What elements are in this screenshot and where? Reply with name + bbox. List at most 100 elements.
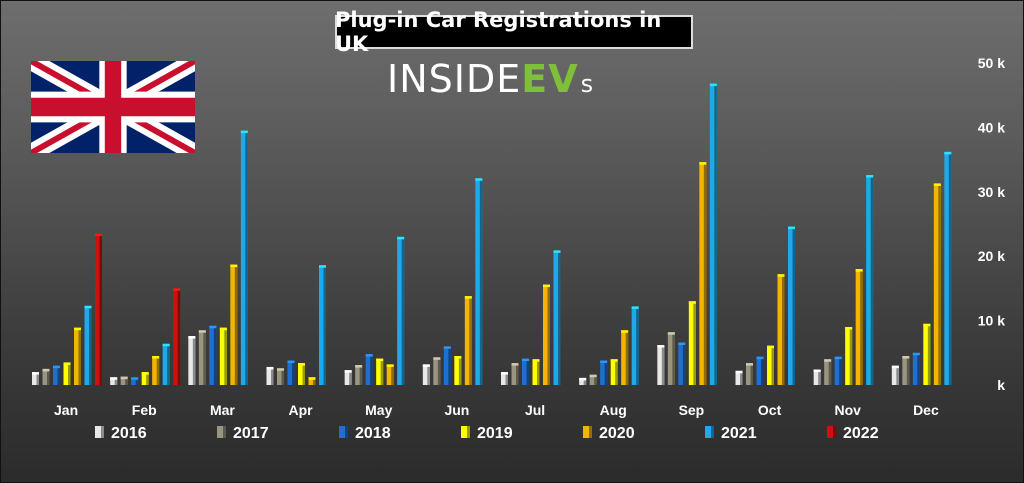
bar-2020-Oct <box>777 274 785 385</box>
bar-2021-Apr <box>319 265 326 385</box>
bar-2019-Dec <box>923 323 931 385</box>
bar-2018-Dec <box>912 352 920 385</box>
bar-shade-2017-Jun <box>437 357 441 385</box>
bar-cap-2018-Oct <box>756 356 764 360</box>
bar-cap-2021-Jan <box>84 305 92 309</box>
bar-shade-2018-Jun <box>448 346 451 385</box>
legend-swatch-2021 <box>705 426 714 438</box>
bar-2016-Jan <box>32 372 39 385</box>
bar-2018-May <box>365 354 373 385</box>
bar-shade-2020-Feb <box>156 356 160 385</box>
bar-shade-2019-Jan <box>68 362 71 385</box>
bar-2016-May <box>344 370 352 385</box>
bar-shade-2016-Sep <box>661 345 665 385</box>
bar-2017-Mar <box>198 330 206 385</box>
bar-cap-2022-Jan <box>95 233 102 237</box>
bar-shade-2017-Oct <box>750 363 753 385</box>
bar-cap-2016-Nov <box>813 369 821 373</box>
bar-2017-Sep <box>667 332 675 385</box>
legend-label-2020: 2020 <box>599 425 635 442</box>
bar-shade-2019-Nov <box>849 327 853 385</box>
bar-2016-Aug <box>579 377 587 385</box>
bar-2019-Nov <box>845 327 853 385</box>
bar-2021-May <box>397 236 405 385</box>
bar-2021-Sep <box>709 83 717 385</box>
bar-cap-2019-Mar <box>219 327 227 331</box>
bar-shade-2020-Apr <box>313 377 316 385</box>
bar-2021-Aug <box>631 306 639 385</box>
x-tick-label: Jan <box>54 402 78 418</box>
bar-shade-2018-Dec <box>917 352 920 385</box>
legend-swatch-2019 <box>461 426 470 438</box>
bar-cap-2019-Aug <box>610 359 618 362</box>
bar-2016-Oct <box>735 370 743 385</box>
bar-shade-2019-Feb <box>146 372 149 385</box>
bar-cap-2020-Apr <box>308 377 316 380</box>
bar-2016-Mar <box>188 336 196 385</box>
bar-cap-2017-Jan <box>42 368 50 372</box>
bar-cap-2018-Dec <box>912 352 920 356</box>
bar-shade-2017-Jul <box>516 363 519 385</box>
bar-cap-2020-Feb <box>152 356 160 359</box>
bar-cap-2016-Aug <box>579 377 587 381</box>
bar-cap-2017-Dec <box>902 356 910 359</box>
bar-shade-2020-Jun <box>469 296 472 385</box>
x-tick-label: Feb <box>132 402 157 418</box>
bar-2021-Jun <box>475 178 483 385</box>
bar-cap-2021-May <box>397 236 405 240</box>
bar-shade-2017-Jan <box>47 368 50 385</box>
bar-shade-2021-Jan <box>89 305 92 385</box>
bar-cap-2021-Oct <box>788 226 795 230</box>
bar-cap-2016-Apr <box>266 366 274 370</box>
bar-2019-Feb <box>141 372 149 385</box>
bar-shade-2018-Apr <box>292 360 295 385</box>
bars-group <box>32 83 952 385</box>
bar-cap-2017-Sep <box>667 332 675 335</box>
bar-2017-Apr <box>277 368 284 385</box>
x-tick-label: Jul <box>525 402 545 418</box>
bar-2020-May <box>386 364 394 385</box>
bar-cap-2018-Feb <box>131 377 139 380</box>
bar-shade-2016-Jul <box>505 372 508 385</box>
bar-2020-Sep <box>699 162 707 385</box>
x-tick-label: Nov <box>835 402 862 418</box>
bar-cap-2016-Jun <box>422 364 430 367</box>
bar-cap-2019-Oct <box>767 345 774 349</box>
legend-swatch-shade-2022 <box>833 426 836 438</box>
bar-shade-2018-Jan <box>57 365 60 385</box>
bar-2020-Dec <box>933 183 941 385</box>
x-tick-label: Dec <box>913 402 939 418</box>
legend-swatch-shade-2017 <box>223 426 226 438</box>
bar-2019-Aug <box>610 359 618 385</box>
bar-shade-2016-May <box>349 370 352 385</box>
bar-2019-Jul <box>532 359 540 385</box>
bar-2017-Jul <box>511 363 519 385</box>
bar-2022-Feb <box>173 288 181 385</box>
bar-shade-2018-Sep <box>682 342 686 385</box>
bar-shade-2020-Mar <box>234 264 238 385</box>
bar-shade-2017-Sep <box>672 332 675 385</box>
bar-2018-Mar <box>209 325 217 385</box>
legend-label-2019: 2019 <box>477 425 513 442</box>
bar-shade-2017-Feb <box>125 376 128 385</box>
bar-cap-2019-Jul <box>532 359 540 362</box>
bar-2018-Jan <box>53 365 60 385</box>
bar-2017-May <box>355 365 363 385</box>
bar-cap-2017-Nov <box>824 359 832 362</box>
bar-shade-2018-Oct <box>761 356 764 385</box>
bar-shade-2019-Mar <box>224 327 227 385</box>
bar-cap-2020-Jan <box>74 327 81 331</box>
legend-swatch-shade-2020 <box>589 426 592 438</box>
y-axis: k 10 k 20 k 30 k 40 k 50 k <box>978 55 1005 393</box>
bar-cap-2021-Nov <box>866 175 874 178</box>
bar-cap-2018-Jan <box>53 365 60 369</box>
bar-cap-2018-Nov <box>834 356 842 360</box>
bar-cap-2016-Mar <box>188 336 196 339</box>
bar-2016-Jun <box>422 364 430 385</box>
bar-cap-2018-Aug <box>600 360 608 364</box>
legend-swatch-2018 <box>339 426 348 438</box>
bar-shade-2019-Aug <box>615 359 618 385</box>
bar-cap-2021-Jul <box>553 250 561 253</box>
bar-shade-2021-Jul <box>558 250 561 385</box>
